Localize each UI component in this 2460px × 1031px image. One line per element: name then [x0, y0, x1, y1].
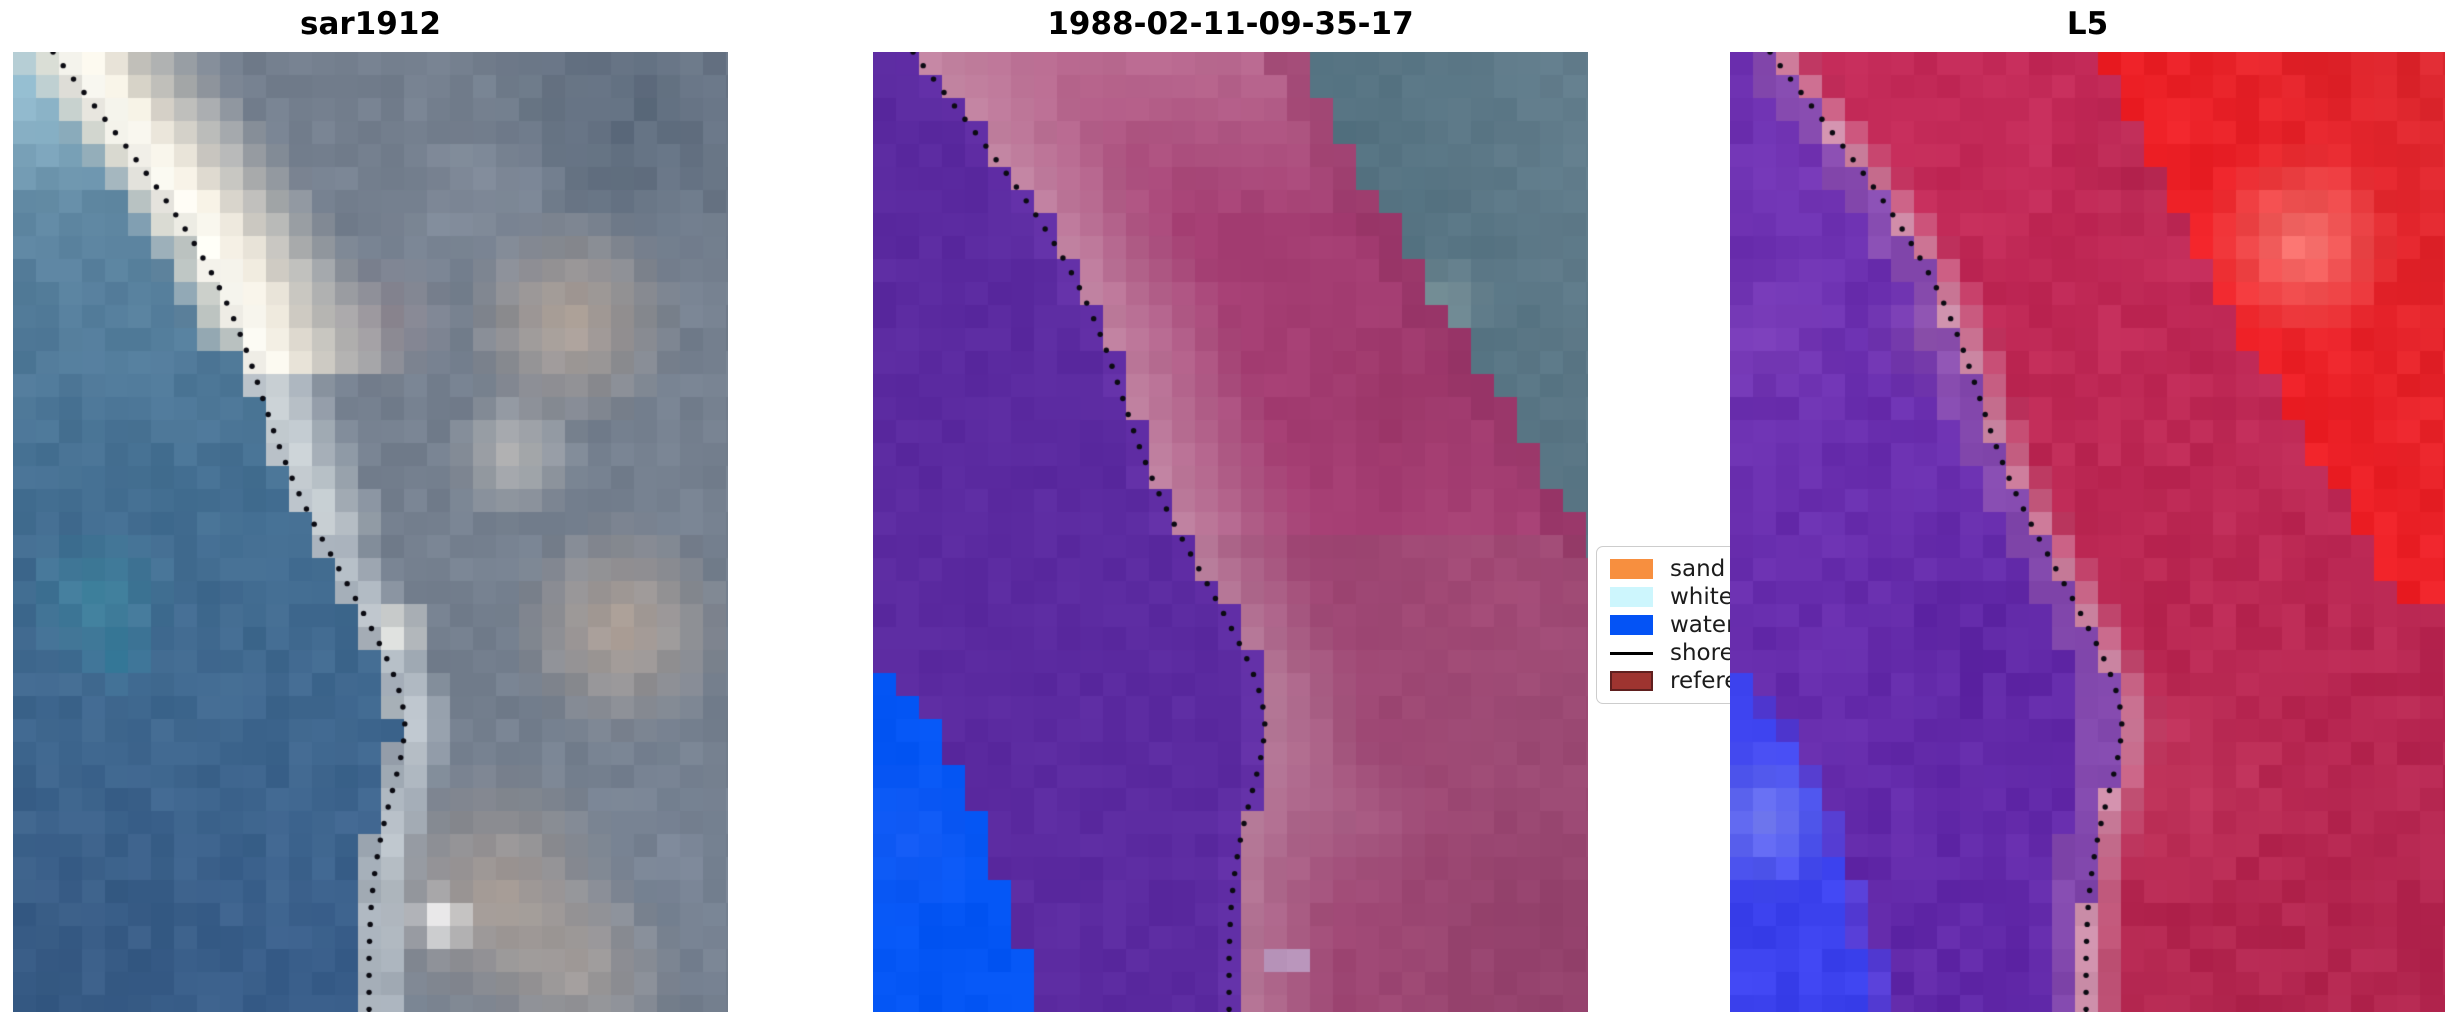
legend-color-swatch — [1610, 671, 1653, 691]
legend-color-swatch — [1610, 587, 1653, 607]
legend-item-label: sand — [1670, 556, 1726, 582]
panel-title-l5: L5 — [2066, 6, 2109, 42]
panel-title-sar1912: sar1912 — [300, 6, 441, 42]
panel-title-date: 1988-02-11-09-35-17 — [1047, 6, 1414, 42]
legend-line-swatch — [1610, 651, 1653, 655]
legend-color-swatch — [1610, 615, 1653, 635]
legend-color-swatch — [1610, 559, 1653, 579]
legend-item-label: water — [1670, 612, 1736, 638]
panel-image-classified — [873, 52, 1588, 1012]
legend-item: sand — [1610, 557, 1834, 581]
panel-image-l5 — [1730, 52, 2445, 1012]
panel-image-sar1912 — [13, 52, 728, 1012]
legend-item: water — [1610, 613, 1834, 637]
